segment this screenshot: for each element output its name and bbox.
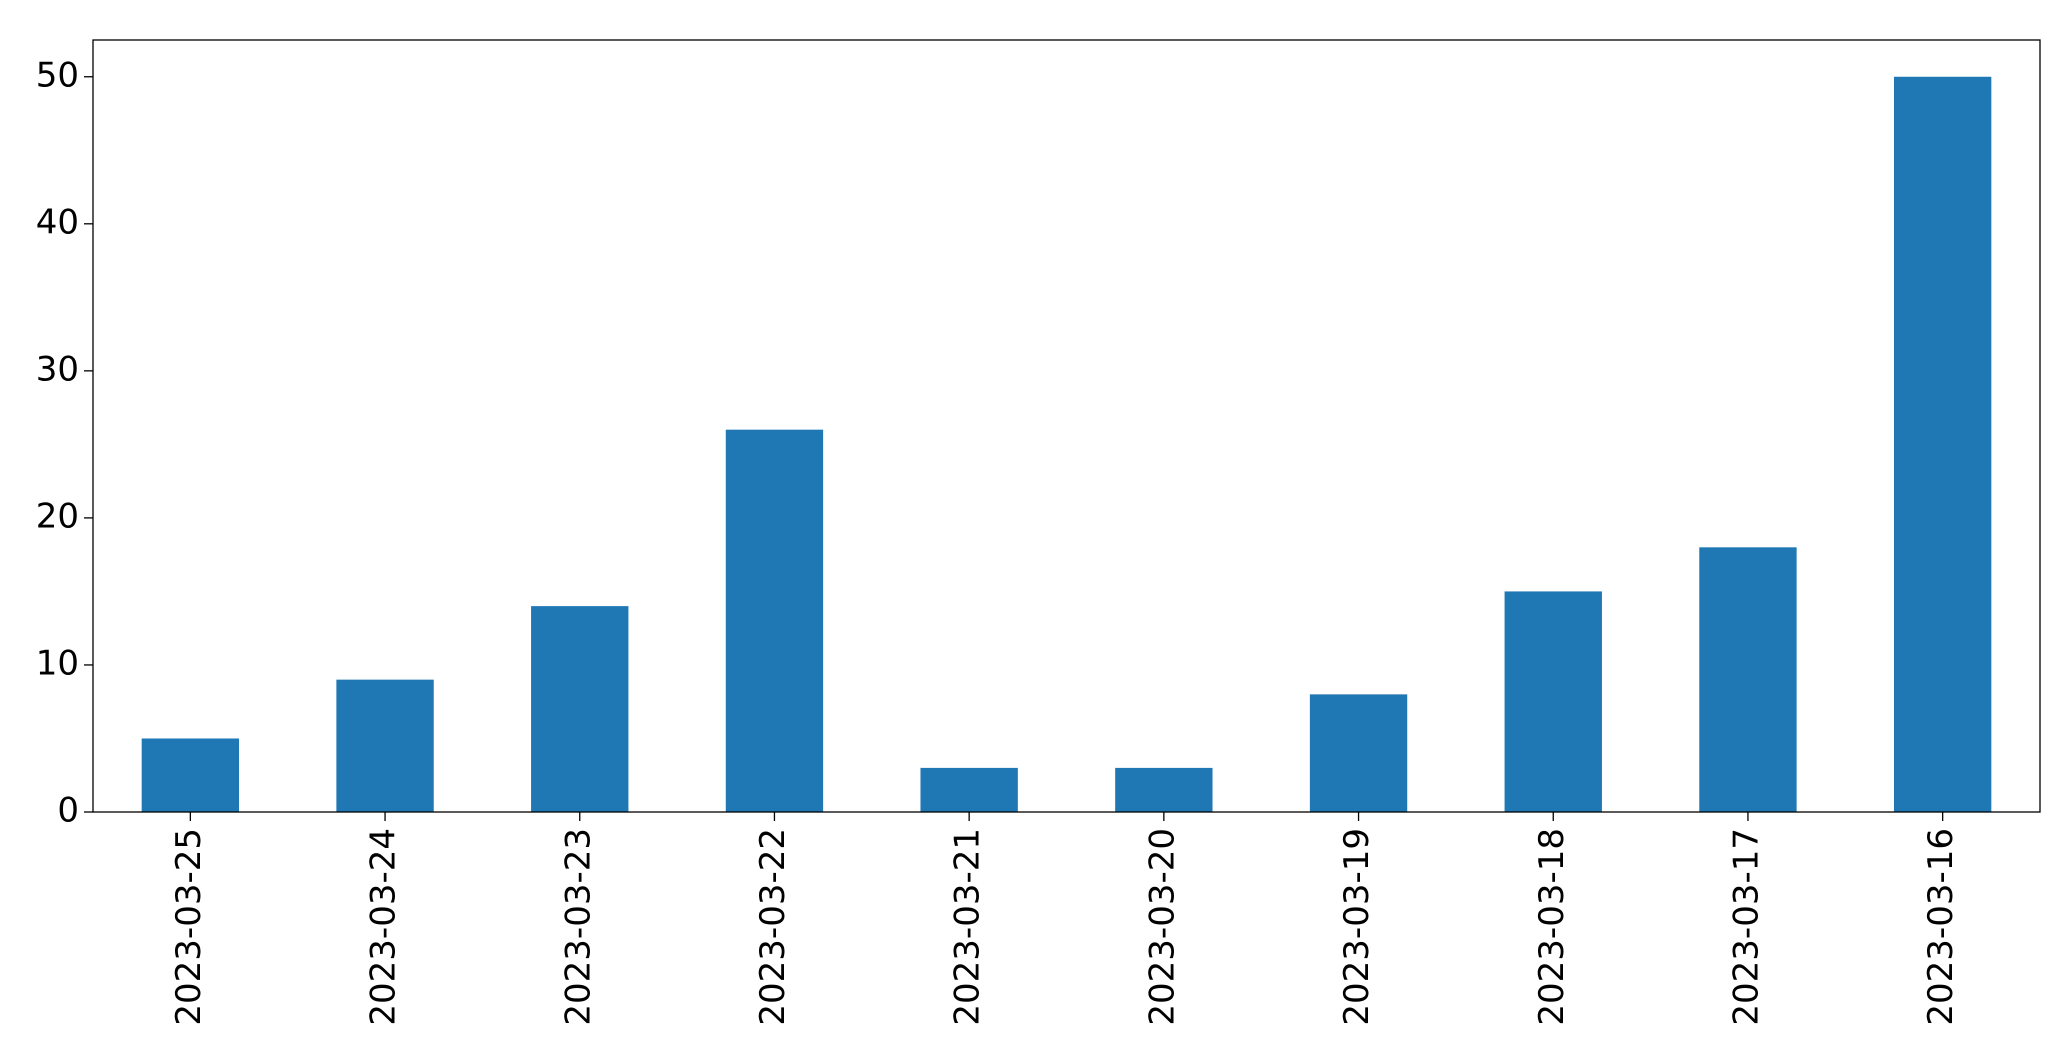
y-tick-label: 50: [36, 55, 79, 95]
x-tick-label: 2023-03-24: [364, 828, 404, 1026]
plot-frame: [92, 39, 2041, 813]
x-tick-label: 2023-03-22: [753, 828, 793, 1026]
x-tick-label: 2023-03-25: [169, 828, 209, 1026]
x-tick-label: 2023-03-20: [1142, 828, 1182, 1026]
bar: [1699, 547, 1797, 812]
y-tick-label: 10: [36, 643, 79, 683]
bar: [336, 679, 434, 812]
bar: [1115, 767, 1213, 812]
x-tick-label: 2023-03-19: [1337, 828, 1377, 1026]
y-tick-label: 40: [36, 202, 79, 242]
x-tick-label: 2023-03-18: [1532, 828, 1572, 1026]
x-tick-label: 2023-03-21: [948, 828, 988, 1026]
bar: [141, 738, 240, 812]
x-tick-label: 2023-03-16: [1921, 828, 1961, 1026]
x-tick-label: 2023-03-23: [558, 828, 598, 1026]
bar: [1309, 694, 1408, 812]
x-tick-label: 2023-03-17: [1726, 828, 1766, 1026]
bar: [1893, 76, 1992, 812]
bar: [725, 429, 824, 812]
y-tick-label: 0: [57, 791, 79, 831]
y-tick-label: 20: [36, 496, 79, 536]
y-tick-label: 30: [36, 349, 79, 389]
bar: [1504, 591, 1602, 812]
bar: [531, 606, 629, 812]
bar: [920, 767, 1018, 812]
